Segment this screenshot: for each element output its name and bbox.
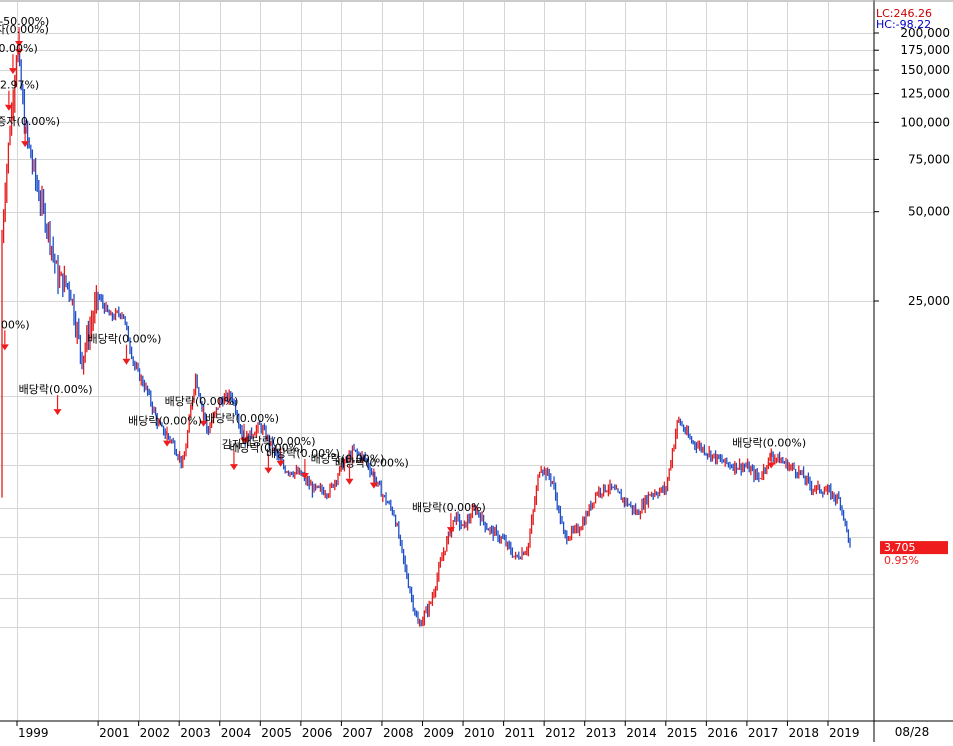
x-tick-label: 2010 bbox=[464, 726, 495, 740]
event-label: 락(0.00%) bbox=[0, 42, 38, 55]
event-marker-icon bbox=[229, 464, 238, 471]
last-price-label: 3,705 bbox=[884, 541, 916, 554]
x-axis: 1999 2001 2002 2003 2004 2005 2006 2007 2008 2009… bbox=[16, 721, 860, 740]
event-marker-icon bbox=[300, 473, 309, 480]
event-label: 배당락(0.00%) bbox=[229, 442, 303, 455]
event-marker-icon bbox=[53, 409, 62, 416]
x-tick-label: 2015 bbox=[667, 726, 698, 740]
event-label: 배당락(0.00%) bbox=[128, 415, 202, 428]
event-marker-icon bbox=[15, 48, 24, 55]
event-label: 락(-50.00%) bbox=[0, 15, 49, 28]
event-label: 배당락(0.00%) bbox=[266, 447, 340, 460]
x-tick-label: 2002 bbox=[140, 726, 171, 740]
y-tick-label: 200,000 bbox=[900, 26, 950, 40]
legend-entry-hc: HC:-98.22 bbox=[876, 18, 931, 31]
event-label: 락(-12.97%) bbox=[0, 79, 39, 92]
event-label: 배당락(0.00%) bbox=[205, 412, 279, 425]
event-marker-icon bbox=[0, 344, 9, 351]
event-label: 감자 bbox=[222, 438, 242, 451]
x-tick-label: 2011 bbox=[505, 726, 536, 740]
event-label: 배당락(0.00%) bbox=[335, 457, 409, 470]
x-tick-label: 2012 bbox=[545, 726, 576, 740]
y-tick-label: 50,000 bbox=[908, 205, 950, 219]
event-marker-icon bbox=[8, 68, 17, 75]
x-tick-label: 2008 bbox=[383, 726, 414, 740]
y-tick-label: 100,000 bbox=[900, 115, 950, 129]
x-tick-label: 2003 bbox=[180, 726, 211, 740]
legend-entry-lc: LC:246.26 bbox=[876, 7, 932, 20]
last-price-box bbox=[880, 541, 948, 555]
grid bbox=[0, 2, 874, 721]
event-marker-icon bbox=[276, 460, 285, 467]
event-marker-icon bbox=[240, 437, 249, 444]
date-axis-label: 08/28 bbox=[895, 725, 930, 739]
x-tick-label: 2009 bbox=[424, 726, 455, 740]
event-label: 배당락(0.00%) bbox=[412, 501, 486, 514]
x-tick-label: 2006 bbox=[302, 726, 333, 740]
event-marker-icon bbox=[369, 482, 378, 489]
event-marker-icon bbox=[199, 420, 208, 427]
x-tick-label: 2013 bbox=[586, 726, 617, 740]
event-marker-icon bbox=[122, 358, 131, 365]
x-tick-label: 2019 bbox=[829, 726, 860, 740]
event-marker-icon bbox=[4, 104, 13, 111]
legend: LC:246.26 HC:-98.22 bbox=[876, 7, 932, 31]
x-tick-label: 2004 bbox=[221, 726, 252, 740]
event-marker-icon bbox=[446, 527, 455, 534]
y-tick-label: 150,000 bbox=[900, 63, 950, 77]
x-tick-label: 2007 bbox=[342, 726, 373, 740]
event-label: 배당락(0.00%) bbox=[732, 436, 806, 449]
event-markers: 락(-50.00%)증자(0.00%) 락(0.00%) 락(-12.97%) 상증자… bbox=[0, 15, 806, 534]
x-tick-label: 2018 bbox=[788, 726, 819, 740]
x-tick-label: 2001 bbox=[99, 726, 130, 740]
event-label: 배당락(0.00%) bbox=[88, 333, 162, 346]
x-tick-label: 2016 bbox=[707, 726, 738, 740]
last-price-indicator: 3,705 0.95% bbox=[880, 541, 948, 567]
event-label: 상증자(0.00%) bbox=[0, 115, 60, 128]
event-label: 배당락(0.00%) bbox=[311, 453, 385, 466]
event-marker-icon bbox=[345, 478, 354, 485]
y-tick-label: 125,000 bbox=[900, 87, 950, 101]
last-price-change: 0.95% bbox=[884, 554, 919, 567]
event-label: 증자(0.00%) bbox=[0, 23, 49, 36]
price-series bbox=[1, 47, 851, 627]
event-marker-icon bbox=[21, 141, 30, 148]
x-tick-label: 1999 bbox=[18, 726, 49, 740]
x-tick-label: 2014 bbox=[626, 726, 657, 740]
y-axis: 200,000 175,000 150,000 125,000 100,000 75,00… bbox=[874, 26, 950, 308]
event-label: 배당락(0.00%) bbox=[242, 435, 316, 448]
y-tick-label: 175,000 bbox=[900, 43, 950, 57]
event-label: 배당락(0.00%) bbox=[19, 383, 93, 396]
event-marker-icon bbox=[767, 462, 776, 469]
event-label: 할(0.00%) bbox=[0, 318, 30, 331]
event-marker-icon bbox=[163, 440, 172, 447]
x-tick-label: 2017 bbox=[748, 726, 779, 740]
event-marker-icon bbox=[264, 467, 273, 474]
y-tick-label: 75,000 bbox=[908, 152, 950, 166]
event-label: 배당락(0.00%) bbox=[165, 395, 239, 408]
y-tick-label: 25,000 bbox=[908, 294, 950, 308]
x-tick-label: 2005 bbox=[261, 726, 292, 740]
